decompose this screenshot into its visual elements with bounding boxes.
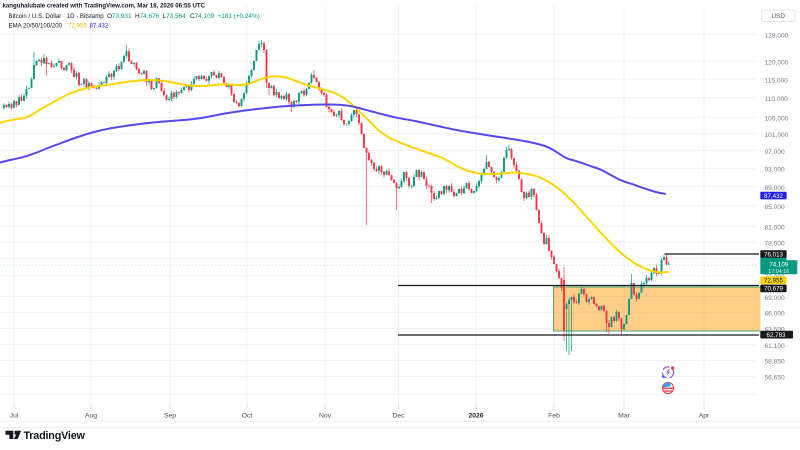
- svg-text:89,000: 89,000: [765, 185, 786, 192]
- svg-text:69,000: 69,000: [765, 295, 786, 302]
- svg-text:2026: 2026: [468, 412, 483, 419]
- svg-text:Aug: Aug: [85, 412, 97, 419]
- svg-text:Sep: Sep: [164, 412, 176, 419]
- svg-text:93,000: 93,000: [765, 167, 786, 174]
- svg-text:Jul: Jul: [10, 412, 19, 419]
- svg-text:+181 (+0.24%): +181 (+0.24%): [218, 13, 260, 20]
- svg-text:H74,676: H74,676: [135, 13, 160, 20]
- svg-text:Nov: Nov: [319, 412, 332, 419]
- svg-text:87,432: 87,432: [764, 193, 783, 200]
- svg-text:78,000: 78,000: [765, 240, 786, 247]
- svg-text:Bitcoin / U.S. Dollar · 1D · B: Bitcoin / U.S. Dollar · 1D · Bitstamp: [9, 13, 105, 20]
- svg-text:72,955: 72,955: [764, 278, 783, 285]
- svg-text:TradingView: TradingView: [24, 430, 86, 442]
- svg-text:70,679: 70,679: [764, 286, 783, 293]
- svg-text:EMA 20/50/100/200: EMA 20/50/100/200: [9, 23, 63, 30]
- svg-text:85,000: 85,000: [765, 204, 786, 211]
- svg-text:C74,109: C74,109: [190, 13, 215, 20]
- svg-text:USD: USD: [771, 13, 785, 20]
- svg-text:110,000: 110,000: [765, 96, 789, 103]
- svg-text:120,000: 120,000: [765, 59, 789, 66]
- svg-text:97,000: 97,000: [765, 149, 786, 156]
- svg-text:L73,564: L73,564: [163, 13, 187, 20]
- svg-text:Mar: Mar: [618, 412, 630, 419]
- svg-text:kanguhalubale created with Tra: kanguhalubale created with TradingView.c…: [3, 3, 206, 10]
- svg-text:Dec: Dec: [392, 412, 405, 419]
- svg-text:105,000: 105,000: [765, 116, 789, 123]
- svg-text:101,000: 101,000: [765, 132, 789, 139]
- svg-text:62,783: 62,783: [767, 332, 786, 339]
- svg-text:Apr: Apr: [699, 412, 710, 419]
- svg-text:Oct: Oct: [242, 412, 253, 419]
- svg-text:58,850: 58,850: [765, 359, 786, 366]
- svg-text:17:04:16: 17:04:16: [768, 269, 789, 275]
- svg-text:56,650: 56,650: [765, 375, 786, 382]
- svg-text:61,100: 61,100: [765, 343, 786, 350]
- svg-text:Feb: Feb: [548, 412, 560, 419]
- svg-text:66,000: 66,000: [765, 311, 786, 318]
- svg-text:72,955: 72,955: [68, 23, 87, 30]
- svg-text:63,500: 63,500: [765, 327, 786, 334]
- svg-text:76,013: 76,013: [764, 251, 783, 258]
- svg-text:81,000: 81,000: [765, 225, 786, 232]
- svg-text:128,000: 128,000: [765, 32, 789, 39]
- svg-text:O73,931: O73,931: [107, 13, 132, 20]
- svg-text:115,000: 115,000: [765, 77, 789, 84]
- svg-text:74,109: 74,109: [769, 262, 788, 269]
- svg-text:87,432: 87,432: [90, 23, 109, 30]
